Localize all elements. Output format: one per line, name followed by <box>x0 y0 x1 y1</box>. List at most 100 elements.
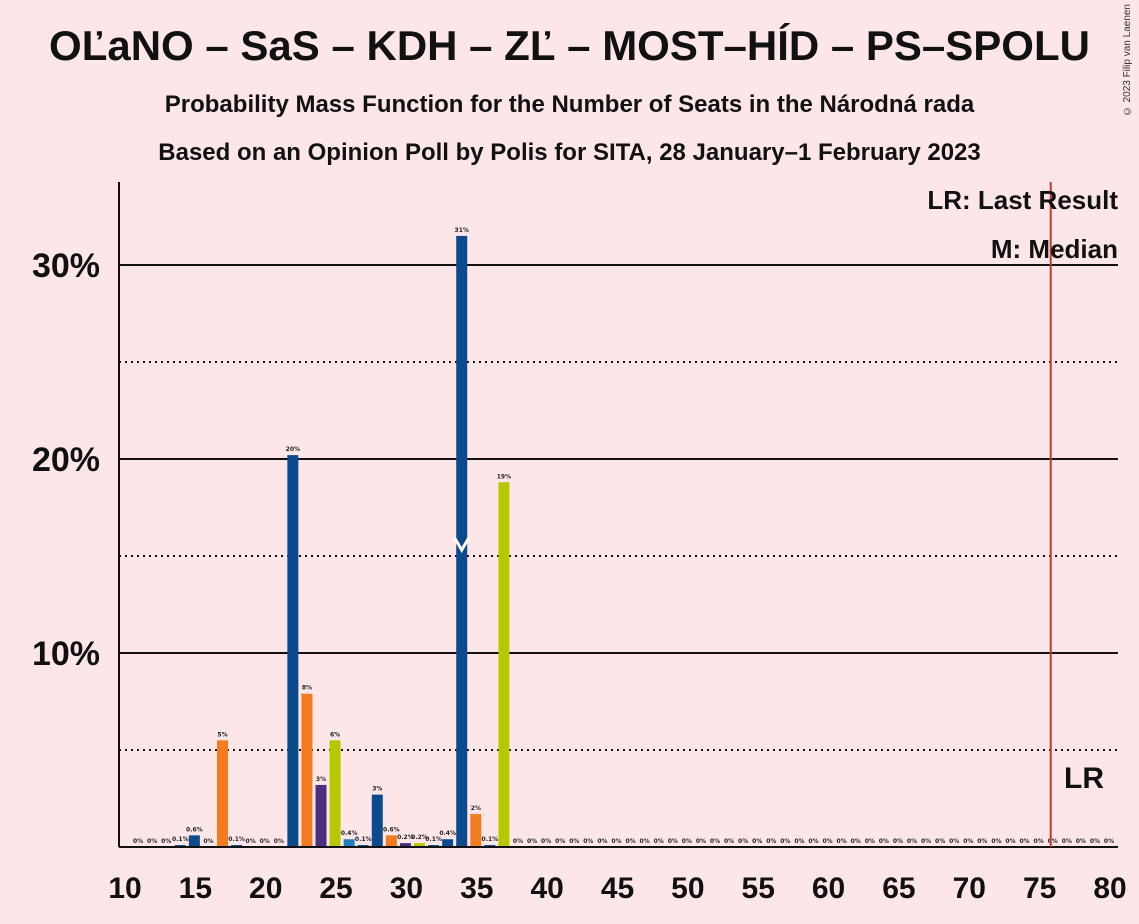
gridlines <box>119 264 1118 751</box>
last-result-marker: LR <box>1064 762 1104 795</box>
bar-label-seat-28: 3% <box>372 786 382 793</box>
bar-seat-28 <box>371 794 383 847</box>
bar-label-seat-50: 0% <box>682 838 692 845</box>
x-tick-label: 30 <box>390 872 423 905</box>
bar-label-seat-79: 0% <box>1090 838 1100 845</box>
chart-title: OĽaNO – SaS – KDH – ZĽ – MOST–HÍD – PS–S… <box>49 22 1090 69</box>
bar-label-seat-23: 8% <box>302 685 312 692</box>
bar-label-seat-62: 0% <box>851 838 861 845</box>
x-tick-label: 80 <box>1093 872 1126 905</box>
bar-label-seat-51: 0% <box>696 838 706 845</box>
bar-seat-37 <box>498 482 510 847</box>
x-tick-label: 50 <box>671 872 704 905</box>
chart-source: Based on an Opinion Poll by Polis for SI… <box>158 139 981 166</box>
bar-labels-group: 0% 0% 0% 0.1% 0.6% 0% 5% 0.1% 0% 0% 0% 20% 8% 3% 6% 0.4… <box>133 227 1114 845</box>
bar-label-seat-48: 0% <box>654 838 664 845</box>
bar-label-seat-34: 31% <box>455 227 469 234</box>
x-tick-label: 40 <box>530 872 563 905</box>
x-tick-label: 35 <box>460 872 493 905</box>
bar-label-seat-16: 0% <box>203 838 213 845</box>
bar-seat-23 <box>301 693 313 847</box>
bar-label-seat-29: 0.6% <box>383 826 400 833</box>
bar-label-seat-19: 0% <box>246 838 256 845</box>
bar-label-seat-63: 0% <box>865 838 875 845</box>
x-tick-label: 45 <box>601 872 634 905</box>
markers-group: LR <box>453 182 1104 847</box>
bar-label-seat-77: 0% <box>1062 838 1072 845</box>
bar-label-seat-80: 0% <box>1104 838 1114 845</box>
bar-label-seat-52: 0% <box>710 838 720 845</box>
bar-seat-31 <box>414 843 425 847</box>
x-tick-label: 65 <box>882 872 915 905</box>
bar-label-seat-76: 0% <box>1048 838 1058 845</box>
bar-label-seat-68: 0% <box>935 838 945 845</box>
bar-label-seat-11: 0% <box>133 838 143 845</box>
bar-label-seat-30: 0.2% <box>397 834 414 841</box>
x-tick-label: 60 <box>812 872 845 905</box>
bar-label-seat-59: 0% <box>808 838 818 845</box>
bar-label-seat-25: 6% <box>330 731 340 738</box>
bar-label-seat-49: 0% <box>668 838 678 845</box>
bar-label-seat-71: 0% <box>977 838 987 845</box>
bar-label-seat-22: 20% <box>286 446 300 453</box>
bar-label-seat-43: 0% <box>583 838 593 845</box>
x-tick-label: 75 <box>1023 872 1056 905</box>
bar-label-seat-60: 0% <box>822 838 832 845</box>
x-tick-label: 10 <box>108 872 141 905</box>
tick-labels-group: 10 15 20 25 30 35 40 45 50 55 60 65 70 75 80 10% 20% 30% <box>32 247 1127 905</box>
x-tick-label: 25 <box>319 872 352 905</box>
bar-label-seat-41: 0% <box>555 838 565 845</box>
bar-label-seat-55: 0% <box>752 838 762 845</box>
bar-label-seat-24: 3% <box>316 776 326 783</box>
x-tick-label: 20 <box>249 872 282 905</box>
bar-label-seat-39: 0% <box>527 838 537 845</box>
bar-label-seat-73: 0% <box>1005 838 1015 845</box>
bar-label-seat-15: 0.6% <box>186 826 203 833</box>
axes-group <box>118 182 1118 848</box>
bar-seat-17 <box>217 740 228 847</box>
bar-label-seat-74: 0% <box>1019 838 1029 845</box>
bar-label-seat-67: 0% <box>921 838 931 845</box>
bar-label-seat-35: 2% <box>471 805 481 812</box>
y-tick-label: 30% <box>32 247 100 285</box>
bar-label-seat-56: 0% <box>766 838 776 845</box>
legend-median: M: Median <box>991 234 1118 264</box>
bar-label-seat-42: 0% <box>569 838 579 845</box>
bar-label-seat-69: 0% <box>949 838 959 845</box>
bar-seat-26 <box>343 839 355 847</box>
y-tick-label: 20% <box>32 441 100 479</box>
bar-label-seat-75: 0% <box>1034 838 1044 845</box>
bar-label-seat-40: 0% <box>541 838 551 845</box>
x-tick-label: 15 <box>179 872 212 905</box>
bars-group <box>174 235 510 847</box>
bar-label-seat-78: 0% <box>1076 838 1086 845</box>
bar-seat-24 <box>315 784 327 847</box>
bar-seat-25 <box>329 740 341 847</box>
chart-subtitle: Probability Mass Function for the Number… <box>164 91 975 118</box>
x-tick-label: 70 <box>953 872 986 905</box>
bar-label-seat-66: 0% <box>907 838 917 845</box>
bar-label-seat-32: 0.1% <box>425 836 442 843</box>
bar-seat-22 <box>287 455 299 847</box>
bar-label-seat-27: 0.1% <box>355 836 372 843</box>
bar-label-seat-54: 0% <box>738 838 748 845</box>
bar-label-seat-33: 0.4% <box>439 830 456 837</box>
bar-label-seat-57: 0% <box>780 838 790 845</box>
bar-label-seat-36: 0.1% <box>482 836 499 843</box>
y-tick-label: 10% <box>32 635 100 673</box>
x-tick-label: 55 <box>742 872 775 905</box>
bar-label-seat-53: 0% <box>724 838 734 845</box>
bar-seat-35 <box>470 814 482 847</box>
bar-label-seat-38: 0% <box>513 838 523 845</box>
bar-label-seat-61: 0% <box>837 838 847 845</box>
bar-label-seat-14: 0.1% <box>172 836 189 843</box>
bar-label-seat-58: 0% <box>794 838 804 845</box>
bar-seat-33 <box>442 839 454 847</box>
bar-label-seat-20: 0% <box>260 838 270 845</box>
bar-label-seat-21: 0% <box>274 838 284 845</box>
bar-label-seat-12: 0% <box>147 838 157 845</box>
legend-last-result: LR: Last Result <box>927 185 1118 215</box>
bar-label-seat-46: 0% <box>625 838 635 845</box>
bar-label-seat-26: 0.4% <box>341 830 358 837</box>
bar-label-seat-64: 0% <box>879 838 889 845</box>
